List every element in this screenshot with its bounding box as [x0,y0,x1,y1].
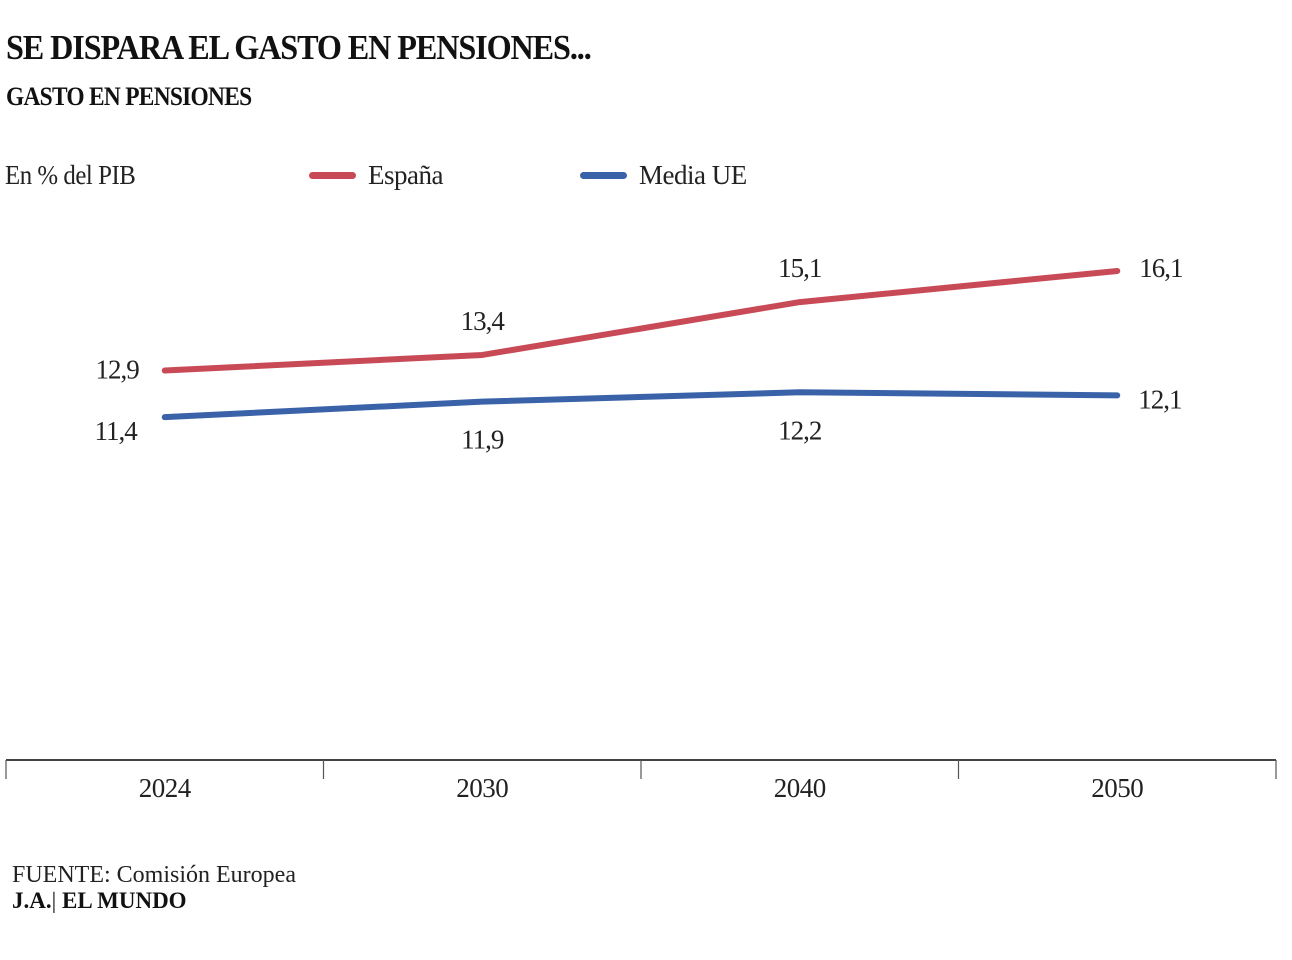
x-tick-label-2024: 2024 [139,773,192,803]
data-label-espana: 15,1 [778,253,821,283]
source-label: FUENTE: [12,862,111,888]
y-axis-unit-label: En % del PIB [5,160,136,190]
credit-line: J.A.| EL MUNDO [12,888,187,914]
credit-author: J.A. [12,888,52,913]
legend-item-espana: España [309,160,443,191]
legend-item-media-ue: Media UE [580,160,747,191]
data-label-media-ue: 11,9 [461,425,504,455]
data-label-media-ue: 12,2 [778,415,822,445]
data-label-media-ue: 11,4 [95,416,139,446]
legend-label-espana: España [368,160,443,190]
data-label-espana: 13,4 [461,306,506,336]
data-label-espana: 16,1 [1139,253,1182,283]
source-value: Comisión Europea [110,862,296,888]
credit-separator: | [51,888,57,913]
x-tick-label-2040: 2040 [774,773,826,803]
chart-title: SE DISPARA EL GASTO EN PENSIONES... [6,28,592,67]
chart-subtitle: GASTO EN PENSIONES [6,82,252,111]
series-line-media-ue [161,389,1121,421]
series-line-espana [161,268,1121,374]
data-label-media-ue: 12,1 [1138,384,1181,414]
legend-swatch-espana [309,172,356,179]
x-tick-label-2050: 2050 [1091,773,1143,803]
x-tick-label-2030: 2030 [456,773,508,803]
source-note: FUENTE: Comisión Europea [12,862,296,889]
legend-label-media-ue: Media UE [639,160,747,190]
data-label-espana: 12,9 [96,355,140,385]
legend-swatch-media-ue [580,172,627,179]
credit-outlet: EL MUNDO [56,888,187,913]
